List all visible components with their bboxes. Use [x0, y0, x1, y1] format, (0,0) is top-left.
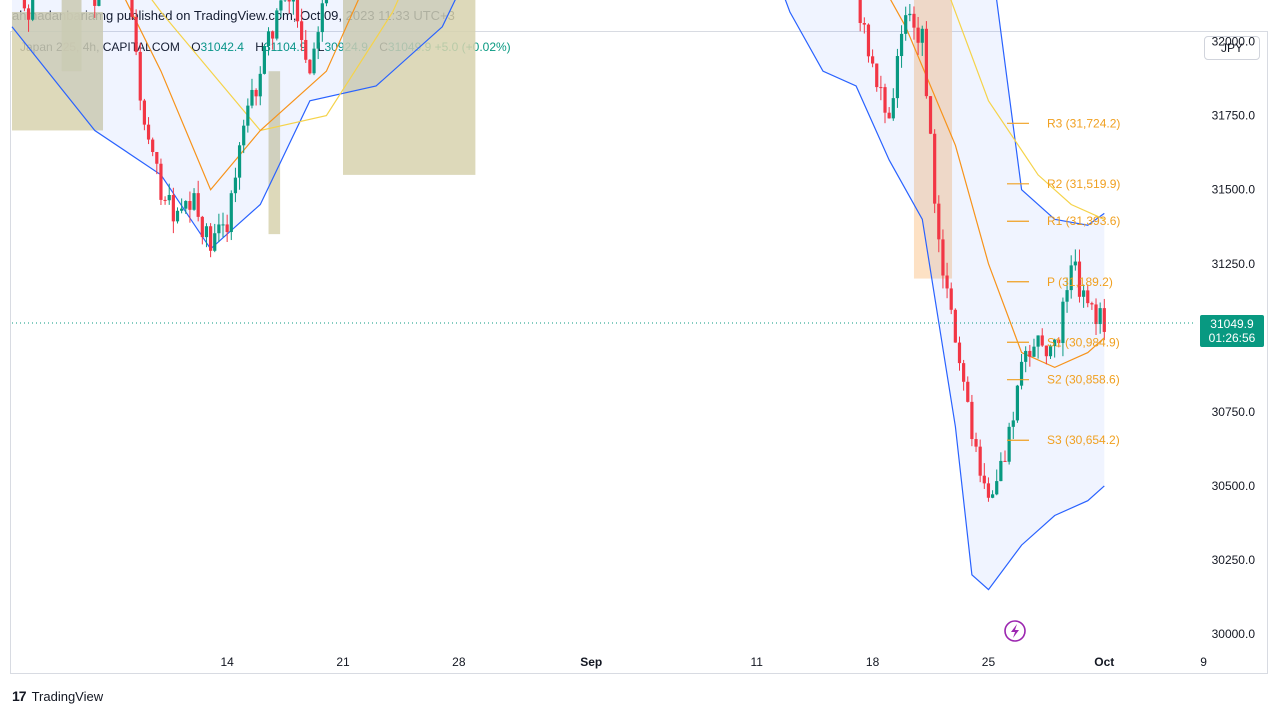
chart-frame	[10, 31, 1268, 674]
legend-close: 31049.9	[387, 40, 432, 54]
chart-legend: Japan 225, 4h, CAPITALCOM O31042.4 H3110…	[20, 40, 511, 54]
currency-button[interactable]: JPY	[1204, 36, 1260, 60]
candle-body	[908, 13, 912, 16]
legend-close-label: C	[379, 40, 388, 54]
footer: 17 TradingView	[12, 688, 103, 704]
candle-body	[287, 0, 291, 2]
candle-body	[862, 23, 866, 25]
candle-body	[93, 0, 97, 6]
legend-high-label: H	[255, 40, 264, 54]
legend-low: 30924.9	[324, 40, 368, 54]
candle-body	[324, 0, 329, 4]
candle-body	[912, 13, 916, 28]
legend-open: 31042.4	[200, 40, 244, 54]
candle-body	[858, 0, 862, 24]
publish-info: ahmadanbariamg published on TradingView.…	[12, 8, 455, 23]
legend-high: 31104.9	[263, 40, 307, 54]
legend-symbol: Japan 225, 4h, CAPITALCOM	[20, 40, 180, 54]
candle-body	[97, 0, 101, 6]
legend-change: +5.0 (+0.02%)	[434, 40, 511, 54]
tradingview-logo-icon[interactable]: 17	[12, 688, 27, 704]
footer-brand[interactable]: TradingView	[31, 688, 104, 704]
legend-open-label: O	[191, 40, 201, 54]
candle-body	[291, 0, 295, 2]
